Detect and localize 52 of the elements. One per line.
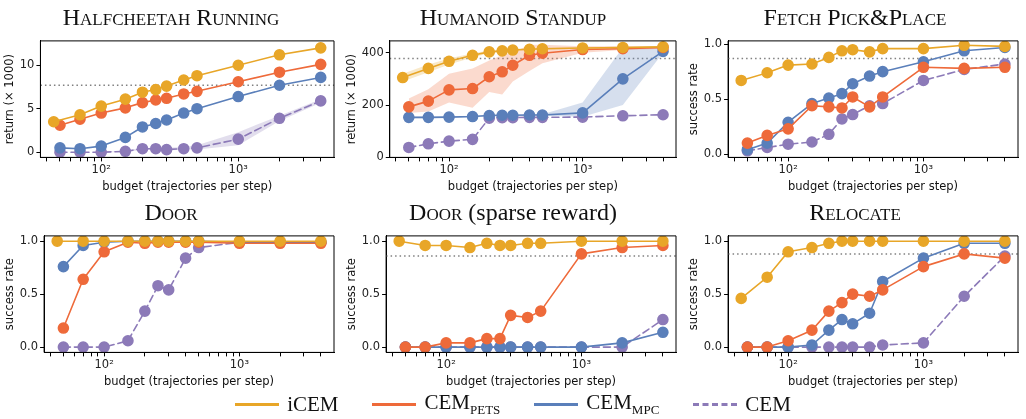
legend-label: CEM [745,392,791,417]
y-axis-title: success rate [1,258,16,331]
y-axis-title: return (× 1000) [1,53,16,145]
y-tick-label: 0.5 [703,91,723,106]
y-tick-label: 0.0 [703,339,723,354]
x-tick-label: 10² [436,357,456,372]
y-tick-label: 0.5 [361,286,381,301]
x-axis-title: budget (trajectories per step) [102,179,273,194]
x-tick-label: 10² [778,357,798,372]
legend-label: iCEM [287,392,339,417]
x-axis-title: budget (trajectories per step) [103,374,275,389]
x-tick-label: 10³ [913,162,934,177]
x-tick-label: 10² [91,162,111,177]
y-tick-label: 200 [361,97,384,112]
y-tick-label: 1.0 [19,233,39,248]
y-tick-label: 0.5 [703,286,723,301]
y-tick-label: 5 [27,100,35,115]
x-axis-title: budget (trajectories per step) [787,179,959,194]
y-axis-title: return (× 1000) [343,53,358,145]
x-tick-label: 10³ [573,162,593,177]
x-tick-label: 10² [778,162,798,177]
y-axis-title: success rate [343,258,358,331]
y-tick-label: 0 [376,149,384,164]
chart-title: Halfcheetah Running [62,4,280,30]
y-tick-label: 400 [361,44,384,59]
chart-title: Door [144,199,198,225]
y-tick-label: 0.0 [361,339,381,354]
y-tick-label: 0.5 [19,286,39,301]
x-axis-title: budget (trajectories per step) [445,374,617,389]
y-axis-title: success rate [685,63,700,136]
y-tick-label: 0.0 [703,146,723,161]
x-tick-label: 10³ [571,357,592,372]
y-tick-label: 1.0 [703,233,723,248]
y-tick-label: 0 [27,144,35,159]
chart-title: Humanoid Standup [419,4,607,30]
chart-title: Door (sparse reward) [409,199,617,225]
chart-title: Relocate [809,199,901,225]
y-tick-label: 0.0 [19,339,39,354]
y-tick-label: 10 [19,57,35,72]
x-axis-title: budget (trajectories per step) [787,374,959,389]
x-tick-label: 10² [439,162,459,177]
x-tick-label: 10³ [913,357,934,372]
y-tick-label: 1.0 [361,233,381,248]
x-tick-label: 10³ [228,162,249,177]
y-tick-label: 1.0 [703,36,723,51]
legend-label: CEM$_{PETS}$ [424,390,501,419]
x-axis-title: budget (trajectories per step) [447,179,618,194]
x-tick-label: 10³ [229,357,250,372]
y-axis-title: success rate [685,258,700,331]
x-tick-label: 10² [94,357,114,372]
legend-label: CEM$_{MPC}$ [586,390,660,419]
chart-title: Fetch Pick&Place [763,4,947,30]
